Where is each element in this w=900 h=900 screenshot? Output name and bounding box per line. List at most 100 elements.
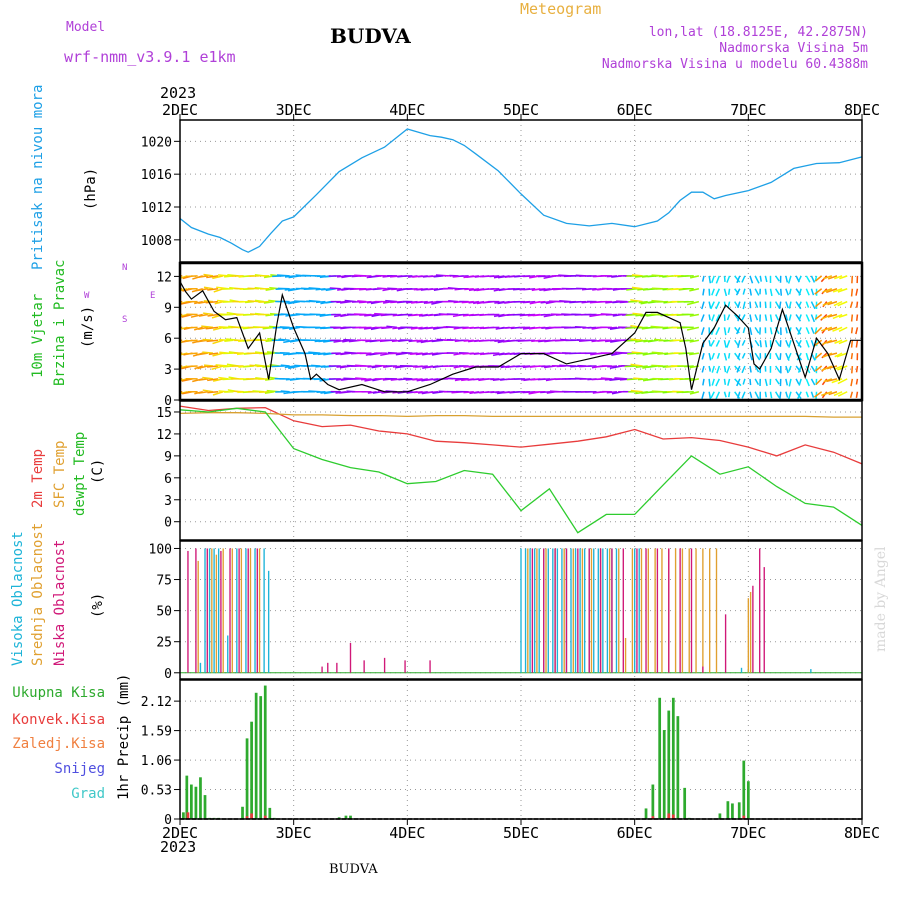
wind-arrow [798,275,802,282]
wind-arrow [805,378,810,387]
y-tick-label: 9 [164,301,172,316]
wind-arrow [754,275,760,284]
wind-arrow [850,288,854,297]
wind-arrow [805,327,810,335]
wind-arrow [211,365,224,371]
wind-arrow [805,314,811,322]
wind-arrow [180,313,188,318]
wind-arrow [540,313,551,316]
elevation-label: Nadmorska Visina 5m [719,41,868,56]
wind-arrow [832,326,843,332]
wind-arrow [207,365,219,368]
cloud-bar-mid [563,548,565,673]
wind-arrow [723,391,727,398]
wind-arrow [826,378,838,383]
wind-arrow [185,275,198,278]
wind-arrow [202,389,214,393]
wind-arrow [320,391,331,394]
wind-arrow [247,300,260,303]
wind-arrow [774,275,780,282]
wind-arrow [716,352,721,359]
wind-arrow [726,314,731,321]
legend-hail: Grad [71,786,105,802]
wind-arrow [797,327,802,335]
wind-arrow [218,338,229,342]
compass-n-label: N [122,263,127,273]
wind-arrow [754,288,760,296]
wind-arrow [727,301,731,308]
cloud-bar-mid [631,548,634,673]
wind-arrow [735,288,741,296]
x-tick-label-top: 7DEC [730,101,766,119]
wind-arrow [785,327,788,334]
wind-arrow [723,378,727,385]
wind-panel-frame [178,261,864,402]
wind-arrow [810,314,816,323]
wind-arrow [537,378,551,381]
precip-bar-total [676,716,680,819]
wind-arrow [821,313,833,320]
x-tick-label-top: 2DEC [162,101,198,119]
wind-arrow [815,313,823,320]
wind-arrow [367,391,377,394]
wind-arrow [284,300,295,305]
wind-arrow [795,326,802,335]
wind-arrow [195,288,208,292]
y-tick-label: 3 [164,494,172,509]
wind-arrow [194,365,203,370]
cloud-bar-low [588,548,590,673]
wind-arrow [769,288,773,297]
wind-arrow [798,301,802,308]
wind-arrow [774,352,780,361]
wind-arrow [329,287,341,290]
wind-arrow [415,365,428,368]
wind-arrow [741,365,746,374]
wind-arrow [686,326,700,331]
wind-arrow [805,391,810,398]
wind-arrow [727,353,731,359]
cloud-bar-high [267,570,270,673]
cloud-bar-high [606,548,609,673]
cloud-bar-high [529,548,531,673]
cloud-bar-high [740,667,743,673]
wind-arrow [805,352,810,361]
wind-arrow [832,288,843,293]
wind-arrow [734,352,741,361]
wind-arrow [741,314,746,321]
wind-arrow [759,340,762,348]
precip-bar-total [671,697,675,819]
cloud-bar-low [690,548,693,673]
wind-arrow [764,391,767,398]
wind-arrow [702,378,705,386]
wind-arrow [727,378,731,386]
wind-arrow [727,391,731,398]
cloud-bar-low [187,550,189,673]
cloud-bar-high [638,548,640,673]
wind-arrow [681,391,694,394]
wind-arrow [838,339,848,345]
wind-arrow [850,314,854,322]
wind-arrow [779,391,782,399]
wind-arrow [797,391,802,399]
wind-arrow [749,288,753,296]
wind-arrow [206,339,219,343]
wind-arrow [284,365,295,369]
cloud-bar-high [633,548,636,673]
wind-arrow [838,313,848,319]
cloud-bar-high [245,548,247,673]
wind-arrow [814,288,823,295]
wind-arrow [425,300,439,304]
wind-arrow [711,378,715,386]
y-tick-label: 25 [156,636,172,651]
cloud-bar-low [404,660,406,673]
wind-arrow [727,327,731,334]
cloud-bar-low [195,548,197,673]
cloud-bar-low [611,548,613,673]
wind-arrow [769,314,773,322]
wind-arrow [212,275,224,280]
wind-arrow [723,327,727,336]
wind-arrow [197,365,209,370]
precip-bar-total [737,802,741,819]
cloud-bar-high [204,548,206,673]
wind-arrow [708,352,712,361]
